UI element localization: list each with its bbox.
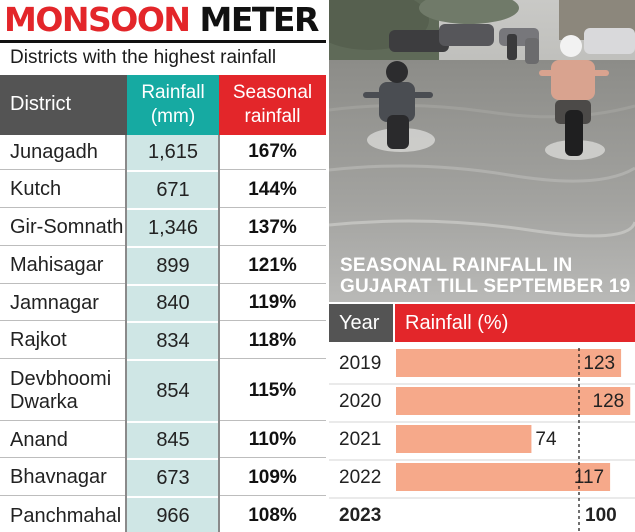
table-header: District Rainfall (mm) Seasonal rainfall [0,75,326,135]
cell-district: Mahisagar [0,248,127,284]
chart-title: SEASONAL RAINFALL IN GUJARAT TILL SEPTEM… [340,255,630,297]
chart-title-line1: SEASONAL RAINFALL IN [340,255,573,276]
cell-seasonal: 167% [219,135,326,170]
cell-seasonal: 115% [219,361,326,421]
table-row: Rajkot 834 118% [0,323,326,361]
value-label-2019: 123 [583,353,615,374]
cell-district: Gir-Somnath [0,210,127,246]
district-line1: Devbhoomi [10,367,112,390]
cell-seasonal: 144% [219,172,326,208]
rainfall-bar-chart: Year Rainfall (%) 2019 123 2020 128 2021 74 20… [329,302,635,532]
headline: MONSOON METER [0,0,326,40]
bar-2022 [396,463,611,491]
value-label-2023: 100 [585,505,617,526]
district-line2: Dwarka [10,390,78,413]
cell-rainfall: 671 [127,172,219,208]
cell-seasonal: 110% [219,423,326,458]
column-divider [218,135,220,532]
cell-rainfall: 1,615 [127,135,219,170]
value-label-2021: 74 [535,429,557,450]
chart-title-line2: GUJARAT TILL SEPTEMBER 19 [340,276,631,297]
cell-rainfall: 1,346 [127,210,219,246]
table-body: Junagadh 1,615 167% Kutch 671 144% Gir-S… [0,135,326,532]
table-row: Panchmahal 966 108% [0,498,326,532]
cell-rainfall: 845 [127,423,219,458]
title-meter: METER [199,0,320,39]
table-row: Kutch 671 144% [0,172,326,210]
cell-seasonal: 109% [219,460,326,496]
cell-rainfall: 966 [127,498,219,532]
header-rainfall-line2: (mm) [150,106,196,127]
year-label: 2020 [339,391,381,412]
cell-seasonal: 119% [219,286,326,321]
district-rainfall-table: District Rainfall (mm) Seasonal rainfall… [0,75,326,532]
cell-seasonal: 118% [219,323,326,359]
table-row: Jamnagar 840 119% [0,286,326,323]
table-row: Junagadh 1,615 167% [0,135,326,172]
cell-district: Jamnagar [0,286,127,321]
cell-rainfall: 840 [127,286,219,321]
year-label: 2021 [339,429,381,450]
chart-plot: 2019 123 2020 128 2021 74 2022 117 2023 100 [329,348,635,532]
value-label-2020: 128 [593,391,625,412]
cell-district: Bhavnagar [0,460,127,496]
bar-2019 [396,349,622,377]
table-row: Bhavnagar 673 109% [0,460,326,498]
cell-rainfall: 834 [127,323,219,359]
header-seasonal-line1: Seasonal [232,82,313,103]
cell-district-two-line: Devbhoomi Dwarka [10,368,111,414]
cell-district: Anand [0,423,127,458]
cell-rainfall: 673 [127,460,219,496]
cell-district: Panchmahal [0,498,127,532]
year-label: 2023 [339,505,381,526]
column-divider [125,135,127,532]
chart-header-rainfall: Rainfall (%) [395,304,635,342]
table-row: Gir-Somnath 1,346 137% [0,210,326,248]
header-seasonal-rainfall: Seasonal rainfall [219,75,326,135]
cell-district: Kutch [0,172,127,208]
table-row: Anand 845 110% [0,423,326,460]
cell-seasonal: 121% [219,248,326,284]
header-rainfall-line1: Rainfall [141,82,205,103]
title-monsoon: MONSOON [4,0,191,39]
header-rainfall: Rainfall (mm) [127,75,219,135]
page-title: MONSOON METER [4,0,320,39]
table-row: Mahisagar 899 121% [0,248,326,286]
cell-district: Devbhoomi Dwarka [0,361,127,421]
year-label: 2022 [339,467,381,488]
table-subtitle: Districts with the highest rainfall [10,47,277,68]
chart-header-year: Year [329,304,393,342]
flood-photo-illustration [329,0,635,302]
table-row: Devbhoomi Dwarka 854 115% [0,361,326,423]
flood-photo [329,0,635,302]
bar-2020 [396,387,631,415]
title-divider [0,40,326,43]
header-district: District [0,75,127,135]
cell-seasonal: 137% [219,210,326,246]
header-seasonal-line2: rainfall [244,106,301,127]
cell-rainfall: 854 [127,361,219,421]
value-label-2022: 117 [574,467,604,488]
cell-district: Rajkot [0,323,127,359]
year-label: 2019 [339,353,381,374]
cell-seasonal: 108% [219,498,326,532]
cell-district: Junagadh [0,135,127,170]
bar-2021 [396,425,532,453]
cell-rainfall: 899 [127,248,219,284]
